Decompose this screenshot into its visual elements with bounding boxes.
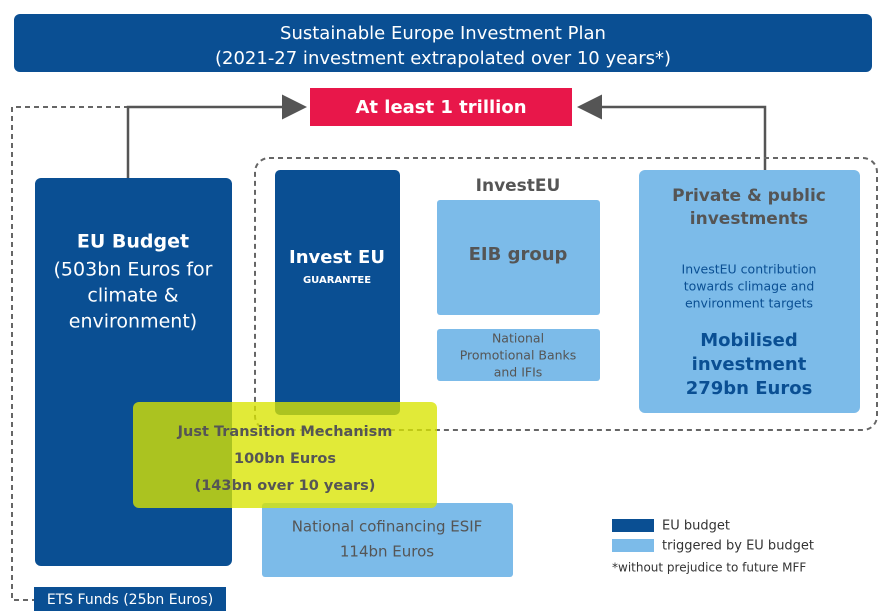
invest-eu-subtitle: GUARANTEE (303, 275, 371, 286)
esif-line: 114bn Euros (340, 543, 434, 561)
footnote: *without prejudice to future MFF (612, 561, 806, 575)
header-box (14, 14, 872, 72)
arrow-right (577, 94, 767, 170)
investeu-frame (254, 157, 878, 431)
header-title: Sustainable Europe Investment Plan (280, 23, 606, 44)
eu-budget-line: environment) (69, 311, 197, 333)
eib-label: EIB group (469, 244, 568, 265)
jtm-line: (143bn over 10 years) (195, 478, 376, 494)
private-desc: towards climage and (684, 279, 815, 294)
esif-line: National cofinancing ESIF (292, 518, 483, 536)
mobilised-line: Mobilised (700, 330, 797, 351)
eu-budget-line: (503bn Euros for (54, 259, 213, 281)
eu-budget-title: EU Budget (77, 231, 189, 253)
private-desc: environment targets (685, 296, 813, 311)
arrow-left (126, 94, 307, 178)
legend-swatch (612, 519, 654, 532)
legend-swatch (612, 539, 654, 552)
npb-box (437, 329, 600, 381)
ets-label: ETS Funds (25bn Euros) (47, 592, 213, 608)
target-box (310, 88, 572, 126)
private-box (639, 170, 860, 413)
npb-line: and IFIs (494, 365, 543, 380)
legend: EU budget triggered by EU budget (612, 519, 814, 554)
legend-label: triggered by EU budget (662, 539, 814, 554)
header-subtitle: (2021-27 investment extrapolated over 10… (215, 48, 671, 69)
eib-box (437, 200, 600, 315)
jtm-box (133, 402, 437, 508)
private-title: investments (690, 209, 808, 229)
ets-box (34, 587, 226, 611)
jtm-line: 100bn Euros (234, 451, 336, 467)
npb-line: Promotional Banks (460, 348, 577, 363)
legend-label: EU budget (662, 519, 730, 534)
investeu-label: InvestEU (476, 176, 561, 196)
private-title: Private & public (672, 186, 826, 206)
mobilised-line: investment (692, 354, 807, 375)
invest-eu-box (275, 170, 400, 415)
private-desc: InvestEU contribution (682, 262, 817, 277)
jtm-line: Just Transition Mechanism (177, 424, 393, 440)
npb-line: National (492, 331, 544, 346)
eu-budget-line: climate & (87, 285, 178, 307)
target-label: At least 1 trillion (355, 97, 526, 118)
esif-box (262, 503, 513, 577)
mobilised-line: 279bn Euros (686, 378, 813, 399)
invest-eu-title: Invest EU (289, 247, 385, 268)
